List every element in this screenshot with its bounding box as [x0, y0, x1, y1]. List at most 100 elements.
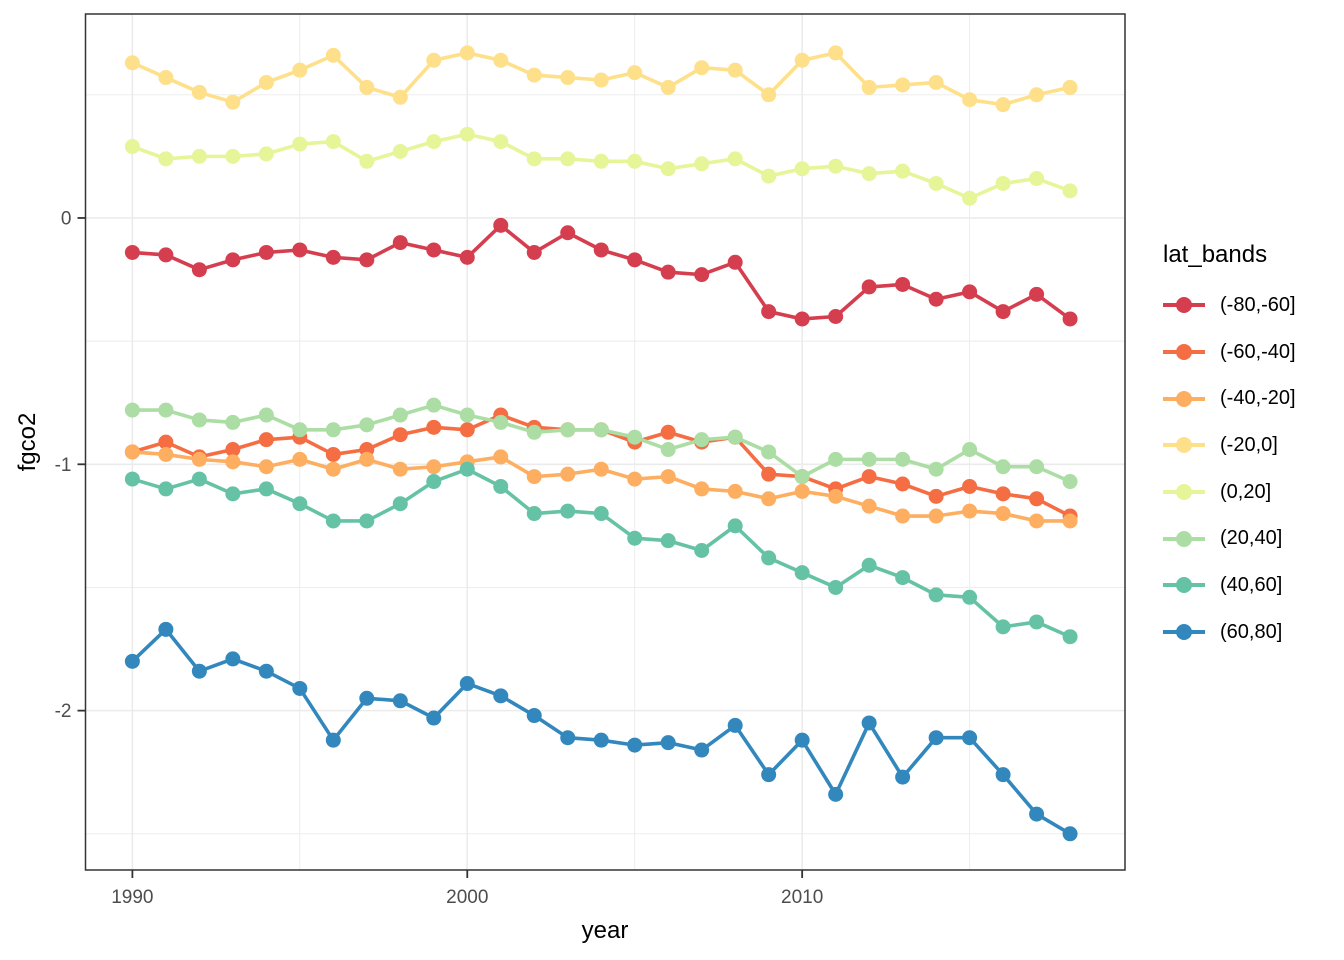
data-point: [526, 708, 542, 724]
series-(-20,0]: [124, 45, 1078, 113]
data-point: [459, 126, 475, 142]
data-point: [593, 461, 609, 477]
data-point: [828, 579, 844, 595]
data-point: [962, 478, 978, 494]
legend-entry-label: (-20,0]: [1220, 433, 1278, 456]
data-point: [292, 451, 308, 467]
data-point: [794, 483, 810, 499]
data-point: [761, 444, 777, 460]
data-point: [526, 424, 542, 440]
data-point: [1029, 806, 1045, 822]
data-point: [828, 488, 844, 504]
data-point: [627, 737, 643, 753]
data-point: [292, 62, 308, 78]
data-point: [1029, 491, 1045, 507]
data-point: [459, 422, 475, 438]
data-point: [225, 442, 241, 458]
data-point: [191, 451, 207, 467]
data-point: [861, 279, 877, 295]
data-point: [694, 481, 710, 497]
data-point: [660, 735, 676, 751]
data-point: [325, 732, 341, 748]
data-point: [828, 786, 844, 802]
data-point: [225, 94, 241, 110]
data-point: [359, 451, 375, 467]
data-point: [426, 52, 442, 68]
data-point: [861, 715, 877, 731]
data-point: [392, 89, 408, 105]
data-point: [225, 651, 241, 667]
data-point: [493, 414, 509, 430]
legend-key-icon: [1163, 483, 1205, 501]
data-point: [359, 153, 375, 169]
data-point: [493, 134, 509, 150]
data-point: [392, 461, 408, 477]
data-point: [158, 446, 174, 462]
data-point: [928, 730, 944, 746]
data-point: [727, 62, 743, 78]
data-point: [258, 407, 274, 423]
data-point: [459, 249, 475, 265]
data-point: [794, 732, 810, 748]
data-point: [627, 471, 643, 487]
legend-entry-label: (-40,-20]: [1220, 387, 1296, 410]
data-point: [694, 156, 710, 172]
data-point: [928, 291, 944, 307]
data-point: [995, 97, 1011, 113]
legend-key-icon: [1163, 343, 1205, 361]
legend-entry-(-60,-40]: (-60,-40]: [1163, 329, 1339, 376]
legend-key-dot: [1176, 530, 1192, 547]
data-point: [493, 478, 509, 494]
data-point: [995, 459, 1011, 475]
data-point: [426, 397, 442, 413]
data-point: [694, 742, 710, 758]
legend-key-icon: [1163, 390, 1205, 408]
data-point: [325, 422, 341, 438]
legend-key-dot: [1176, 577, 1192, 594]
data-point: [694, 432, 710, 448]
data-point: [794, 565, 810, 581]
data-point: [526, 506, 542, 522]
data-point: [727, 483, 743, 499]
data-point: [158, 481, 174, 497]
data-point: [426, 242, 442, 258]
data-point: [426, 419, 442, 435]
data-point: [761, 87, 777, 103]
data-point: [627, 429, 643, 445]
data-point: [727, 429, 743, 445]
data-point: [761, 767, 777, 783]
y-tick-label: 0: [61, 208, 72, 229]
data-point: [560, 422, 576, 438]
data-point: [560, 225, 576, 241]
data-point: [895, 451, 911, 467]
data-point: [995, 304, 1011, 320]
legend-entry-(-20,0]: (-20,0]: [1163, 422, 1339, 469]
legend: lat_bands (-80,-60] (-60,-40] (-40,-20] (-2…: [1163, 242, 1339, 656]
data-point: [191, 148, 207, 164]
data-point: [459, 461, 475, 477]
data-point: [124, 402, 140, 418]
data-point: [794, 311, 810, 327]
data-point: [761, 491, 777, 507]
data-point: [292, 680, 308, 696]
series-line: [130, 627, 1072, 836]
data-point: [593, 732, 609, 748]
data-point: [560, 466, 576, 482]
data-point: [828, 308, 844, 324]
data-point: [191, 262, 207, 278]
data-point: [325, 446, 341, 462]
data-point: [292, 242, 308, 258]
data-point: [593, 506, 609, 522]
legend-key-dot: [1176, 484, 1192, 501]
data-point: [861, 469, 877, 485]
data-point: [124, 444, 140, 460]
data-point: [962, 503, 978, 519]
data-point: [928, 508, 944, 524]
data-point: [292, 136, 308, 152]
data-point: [694, 543, 710, 559]
data-point: [560, 503, 576, 519]
data-point: [392, 496, 408, 512]
data-point: [660, 424, 676, 440]
data-point: [660, 161, 676, 177]
legend-key-icon: [1163, 530, 1205, 548]
